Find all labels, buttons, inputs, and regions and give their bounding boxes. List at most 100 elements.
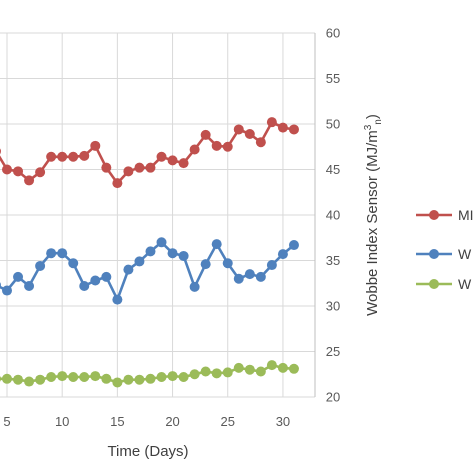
y-tick-label: 20 (326, 390, 340, 405)
data-point (123, 264, 134, 275)
y-axis-title: Wobbe Index Sensor (MJ/m3n) (363, 114, 384, 316)
data-point (57, 371, 68, 382)
data-point (178, 158, 189, 169)
y-axis-title-superscript: 3 (363, 124, 374, 130)
data-point (101, 162, 112, 173)
data-point (200, 259, 211, 270)
data-point (189, 144, 200, 155)
x-tick-label: 10 (55, 414, 69, 429)
data-point (266, 117, 277, 128)
data-point (277, 362, 288, 373)
legend-label: MI (458, 207, 474, 223)
data-point (101, 373, 112, 384)
y-tick-label: 30 (326, 299, 340, 314)
data-point (0, 148, 1, 155)
data-point (13, 271, 24, 282)
y-tick-label: 45 (326, 162, 340, 177)
data-point (0, 375, 1, 382)
data-point (35, 374, 46, 385)
y-tick-label: 60 (326, 26, 340, 41)
legend-label: W (458, 276, 472, 292)
data-point (288, 240, 299, 251)
data-point (90, 275, 101, 286)
series-line (0, 120, 295, 185)
x-tick-label: 5 (3, 414, 10, 429)
data-point (13, 166, 24, 177)
y-tick-label: 50 (326, 117, 340, 132)
y-tick-label: 40 (326, 208, 340, 223)
data-point (233, 273, 244, 284)
data-point (288, 124, 299, 135)
data-point (79, 371, 90, 382)
gridlines (0, 32, 316, 398)
data-point (178, 371, 189, 382)
data-point (90, 371, 101, 382)
data-point (68, 371, 79, 382)
data-point (24, 376, 35, 387)
legend-marker (429, 249, 439, 259)
data-point (233, 124, 244, 135)
series-1 (0, 237, 299, 305)
data-point (35, 260, 46, 271)
series-line (0, 241, 295, 301)
data-point (79, 150, 90, 161)
legend: MI WW (416, 207, 474, 292)
data-point (46, 151, 57, 162)
data-point (156, 371, 167, 382)
data-point (134, 162, 145, 173)
data-point (200, 366, 211, 377)
y-tick-label: 55 (326, 71, 340, 86)
data-point (266, 360, 277, 371)
data-point (46, 371, 57, 382)
data-point (24, 280, 35, 291)
data-point (145, 373, 156, 384)
data-point (2, 285, 12, 296)
plot-area (0, 117, 299, 388)
x-axis-title: Time (Days) (107, 443, 188, 460)
data-point (200, 129, 211, 140)
data-point (288, 363, 299, 374)
data-point (156, 237, 167, 248)
data-point (134, 256, 145, 267)
data-point (211, 239, 222, 250)
data-point (178, 250, 189, 261)
legend-marker (429, 210, 439, 220)
series-2 (0, 360, 299, 388)
y-axis-title-main: Wobbe Index Sensor (MJ/m (364, 130, 381, 316)
data-point (266, 260, 277, 271)
data-point (167, 248, 178, 259)
data-point (24, 175, 35, 186)
data-point (233, 362, 244, 373)
data-point (156, 151, 167, 162)
y-axis-ticks: 20 25 30 35 40 45 50 55 60 (326, 26, 340, 405)
data-point (123, 374, 134, 385)
data-point (68, 151, 79, 162)
data-point (211, 140, 222, 151)
data-point (244, 129, 255, 140)
data-point (222, 367, 233, 378)
data-point (222, 141, 233, 152)
y-axis-title-close: ) (364, 114, 381, 119)
data-point (68, 258, 79, 269)
data-point (112, 377, 123, 388)
x-tick-label: 15 (110, 414, 124, 429)
y-tick-label: 25 (326, 344, 340, 359)
data-point (123, 166, 134, 177)
x-tick-label: 25 (221, 414, 235, 429)
data-point (222, 258, 233, 269)
series-line (0, 363, 295, 384)
data-point (90, 140, 101, 151)
data-point (112, 178, 123, 189)
data-point (167, 371, 178, 382)
data-point (167, 155, 178, 166)
data-point (244, 269, 255, 280)
data-point (0, 282, 1, 289)
data-point (244, 364, 255, 375)
data-point (35, 167, 46, 178)
data-point (145, 246, 156, 257)
data-point (13, 374, 24, 385)
series-0 (0, 117, 299, 189)
data-point (46, 248, 57, 259)
data-point (57, 151, 68, 162)
